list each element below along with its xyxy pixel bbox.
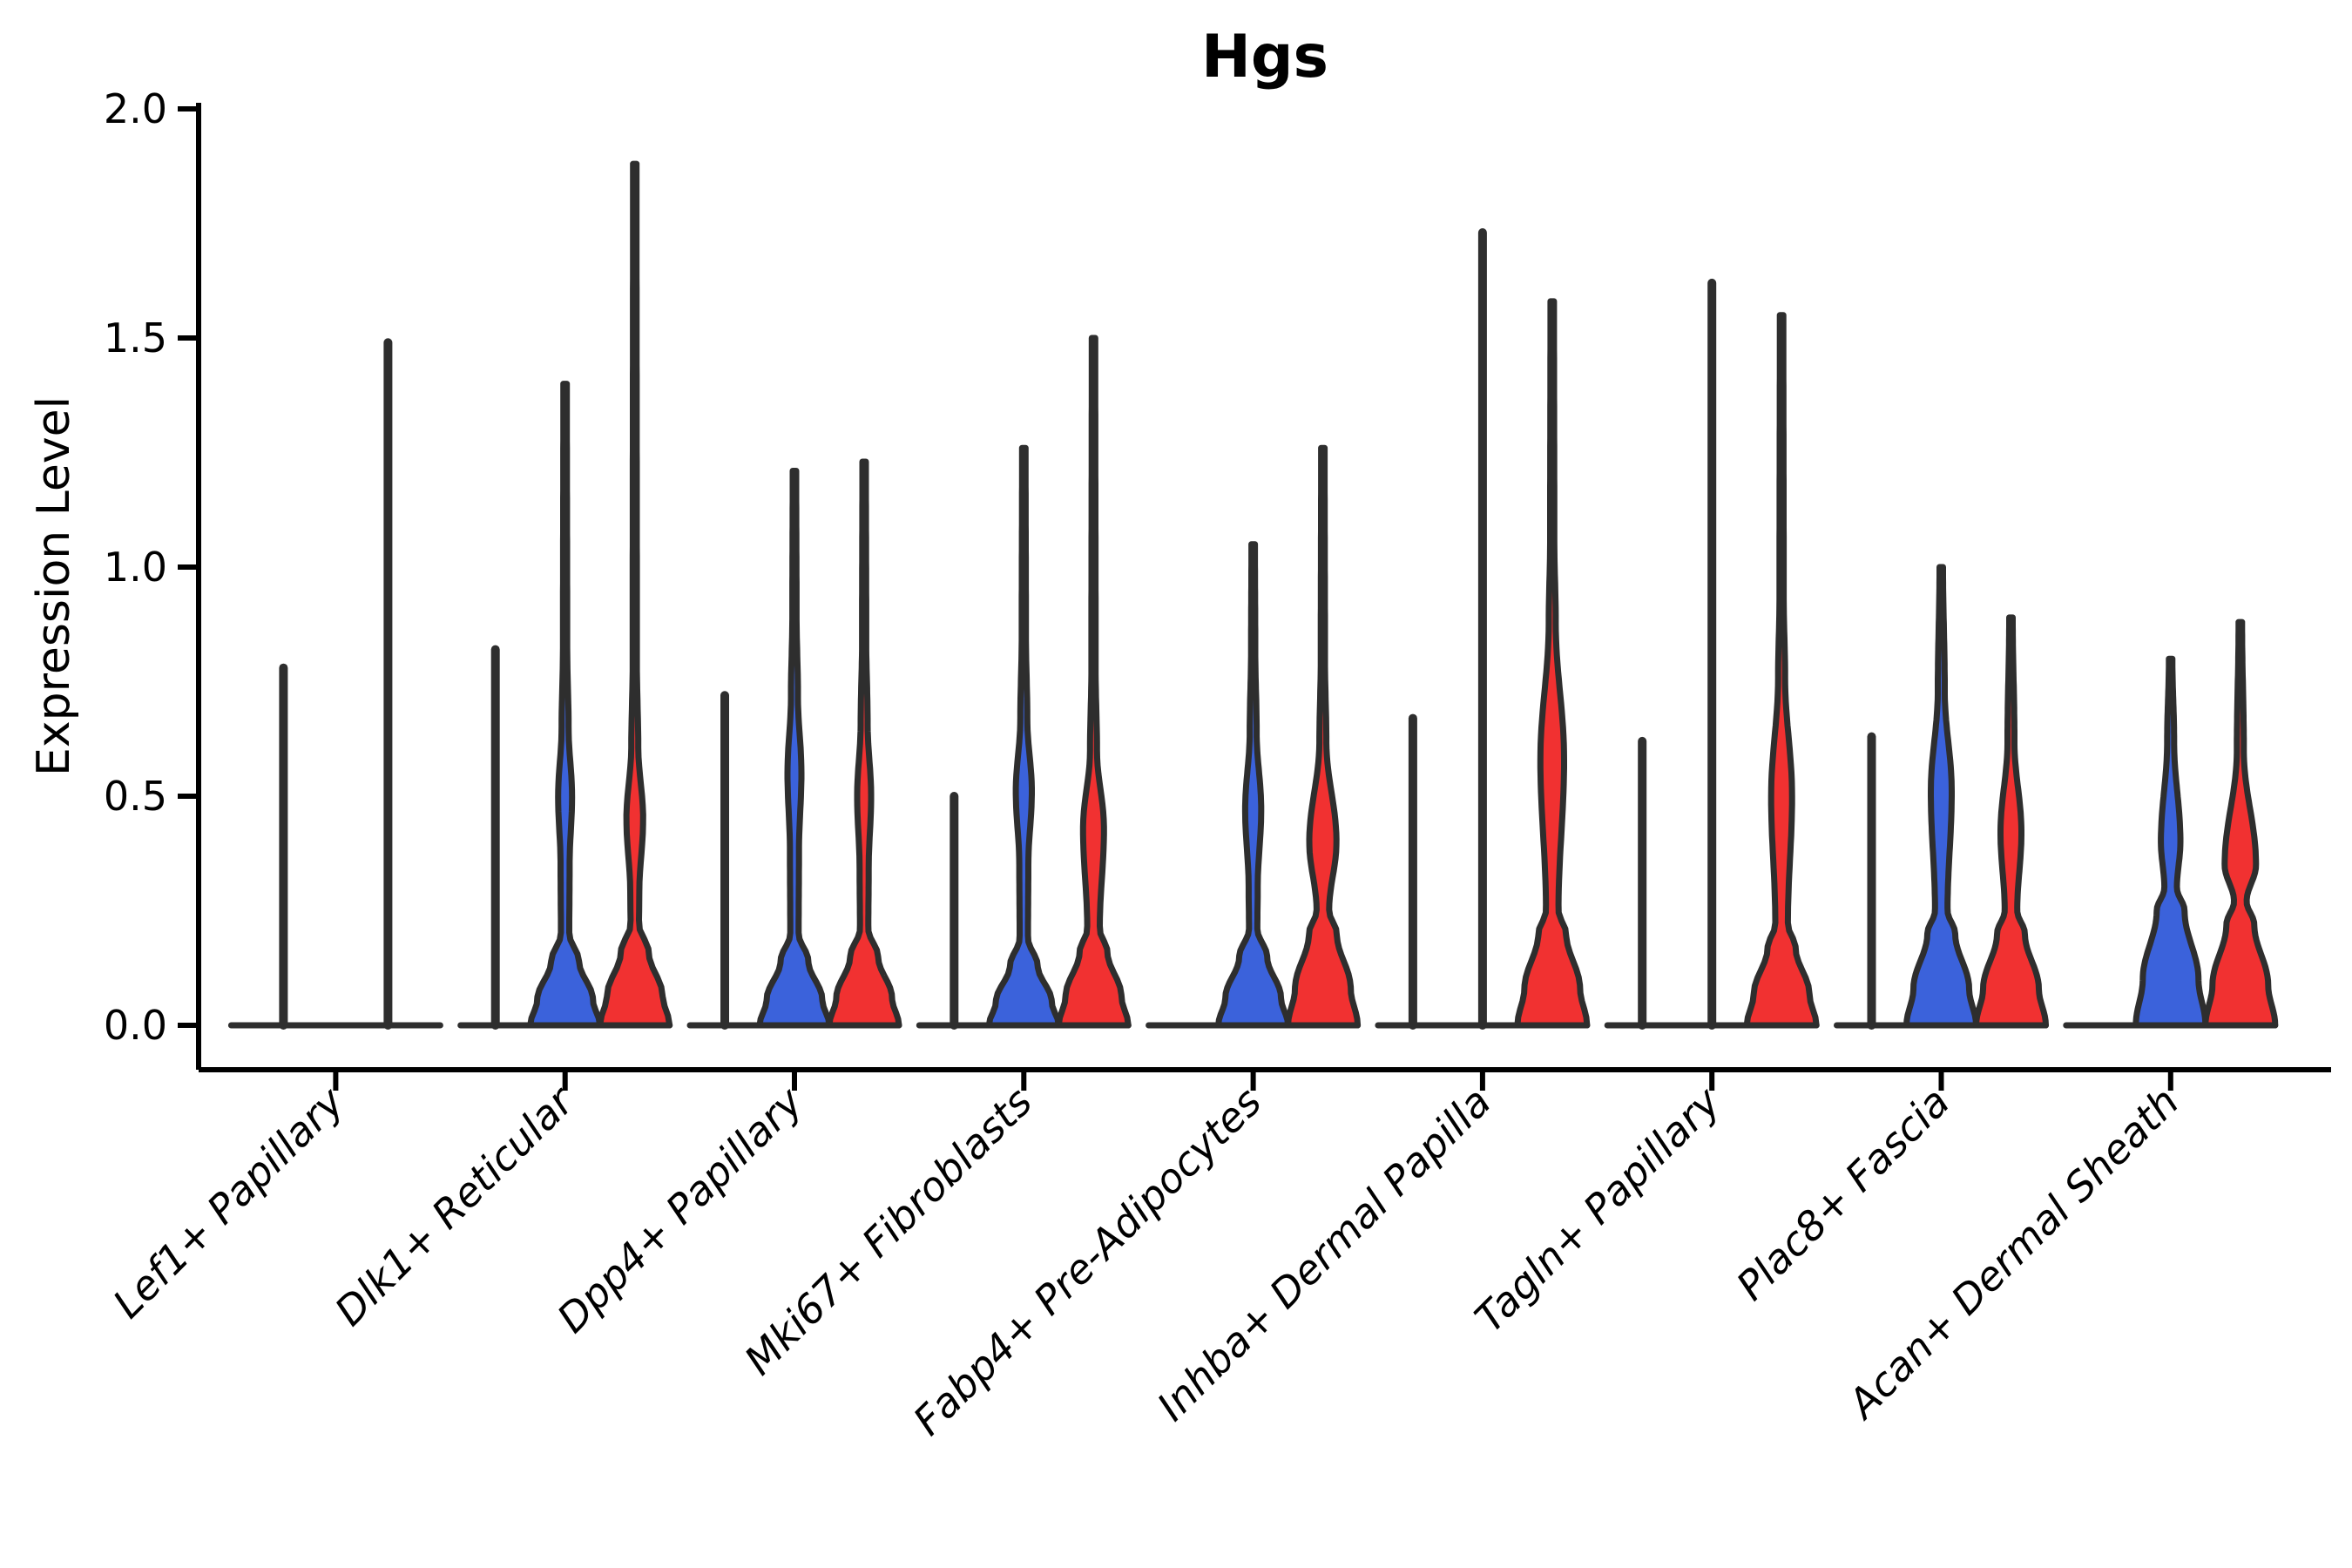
category-dpp4-papillary: Dpp4+ Papillary — [548, 458, 902, 1342]
violin-dlk1-reticular-red — [597, 160, 673, 1029]
category-lef1-papillary: Lef1+ Papillary — [104, 338, 443, 1328]
x-tick-label: Dpp4+ Papillary — [548, 1078, 812, 1342]
category-dlk1-reticular: Dlk1+ Reticular — [326, 160, 673, 1335]
violin-tagln-papillary-red — [1743, 312, 1820, 1029]
violin-inhba-dermal-papilla-red — [1514, 298, 1591, 1029]
category-tagln-papillary: Tagln+ Papillary — [1466, 278, 1820, 1342]
violin-dpp4-papillary-blue — [756, 468, 833, 1029]
y-tick-label: 0.0 — [104, 1002, 167, 1049]
violin-mki67-fibroblasts-red — [1055, 335, 1132, 1029]
y-tick-label: 1.0 — [104, 544, 167, 591]
violin-acan-dermal-sheath-red — [2202, 618, 2279, 1029]
x-tick-label: Lef1+ Papillary — [104, 1078, 353, 1327]
y-tick-label: 0.5 — [104, 773, 167, 820]
violin-acan-dermal-sheath-blue — [2132, 655, 2209, 1029]
violin-plac8-fascia-blue — [1903, 564, 1979, 1029]
violin-fabp4-pre-adipocytes-red — [1285, 444, 1362, 1029]
x-tick-label: Tagln+ Papillary — [1466, 1078, 1730, 1342]
violin-dpp4-papillary-red — [826, 458, 902, 1029]
violin-plac8-fascia-red — [1973, 614, 2049, 1029]
violin-dlk1-reticular-blue — [527, 381, 604, 1029]
y-tick-label: 2.0 — [104, 85, 167, 132]
y-tick-label: 1.5 — [104, 314, 167, 362]
violin-fabp4-pre-adipocytes-blue — [1215, 541, 1292, 1029]
category-inhba-dermal-papilla: Inhba+ Dermal Papilla — [1148, 228, 1591, 1429]
chart-title: Hgs — [1200, 23, 1329, 91]
x-tick-label: Plac8+ Fascia — [1727, 1078, 1958, 1309]
violin-mki67-fibroblasts-blue — [985, 444, 1062, 1029]
x-tick-label: Dlk1+ Reticular — [326, 1076, 585, 1335]
